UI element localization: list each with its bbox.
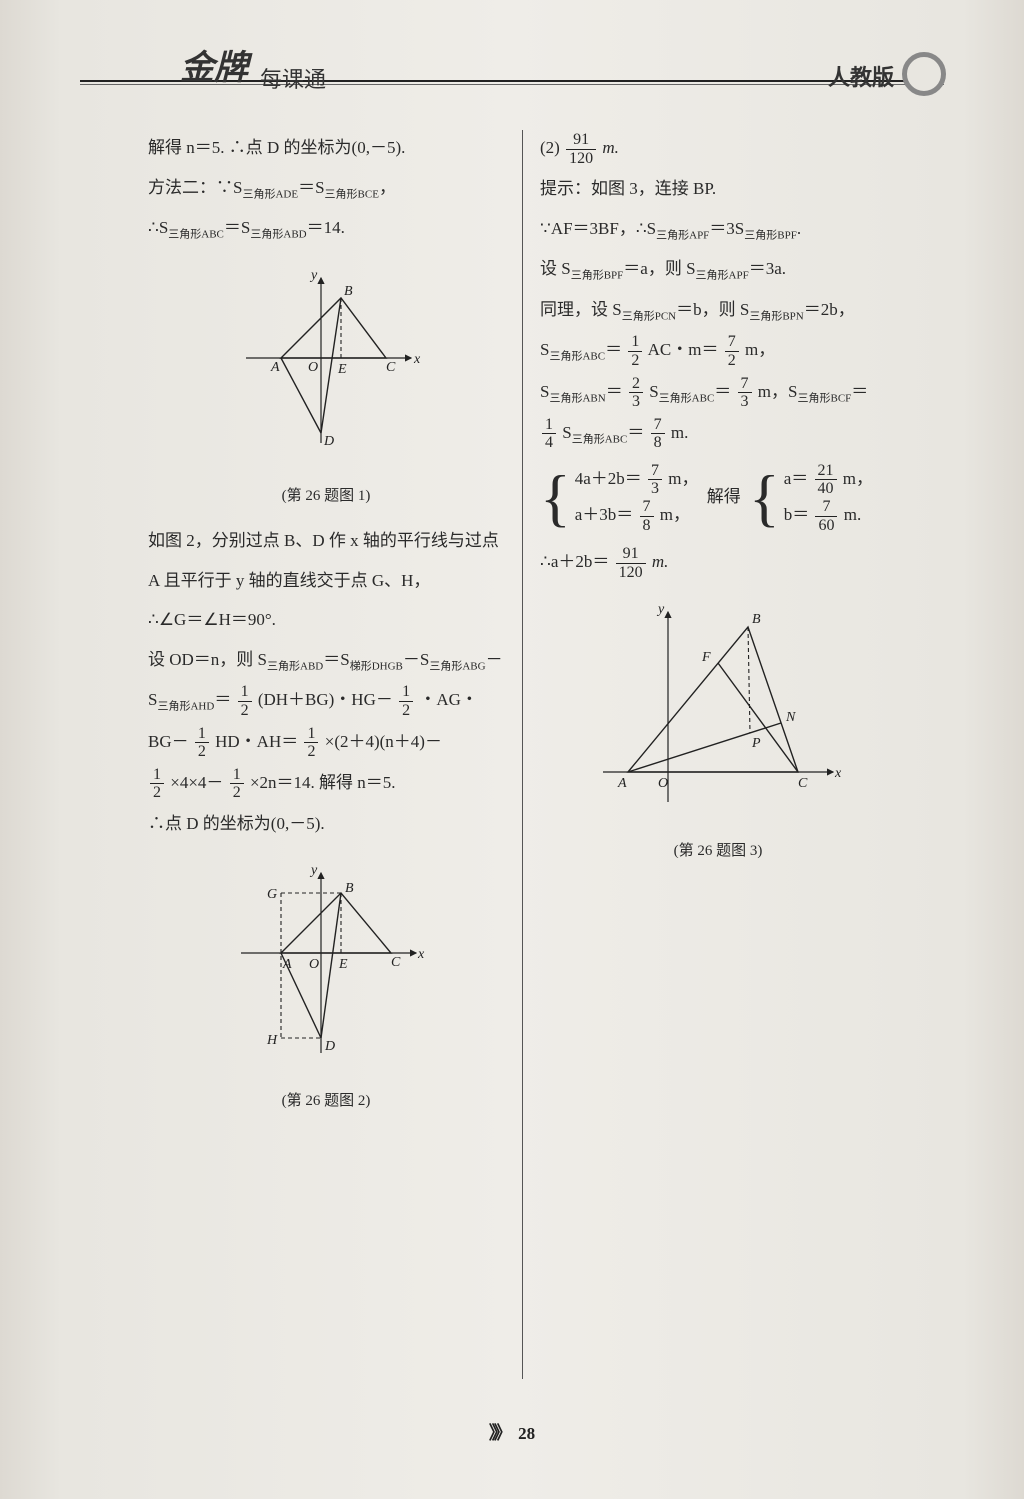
- left-line-2: 方法二：∵S三角形ADE＝S三角形BCE，: [148, 170, 504, 206]
- left-column: 解得 n＝5. ∴点 D 的坐标为(0,－5). 方法二：∵S三角形ADE＝S三…: [130, 130, 522, 1379]
- right-line-6: S三角形ABC＝ 12 AC・m＝ 72 m，: [540, 332, 896, 369]
- page-header: 金牌 每课通 人教版: [0, 30, 1024, 110]
- fig2-e: E: [338, 957, 348, 972]
- frac-7-3: 73: [738, 375, 752, 411]
- frac-1-2-c: 12: [195, 725, 209, 761]
- fig3-a: A: [617, 776, 627, 791]
- brand-subtitle: 每课通: [260, 62, 326, 94]
- right-column: (2) 91120 m. 提示：如图 3，连接 BP. ∵AF＝3BF，∴S三角…: [522, 130, 914, 1379]
- equation-system: { 4a＋2b＝ 73 m， a＋3b＝ 78 m，: [540, 462, 896, 534]
- fig3-c: C: [798, 776, 808, 791]
- figure-3-caption: (第 26 题图 3): [540, 836, 896, 868]
- page-footer: 》》 28: [0, 1419, 1024, 1445]
- fig2-a: A: [282, 957, 292, 972]
- right-line-2: 提示：如图 3，连接 BP.: [540, 171, 896, 207]
- right-line-3: ∵AF＝3BF，∴S三角形APF＝3S三角形BPF.: [540, 211, 896, 247]
- left-line-7: 设 OD＝n，则 S三角形ABD＝S梯形DHGB－S三角形ABG－: [148, 642, 504, 678]
- page-number: 28: [518, 1424, 535, 1443]
- frac-91-120-a: 91120: [566, 131, 596, 167]
- right-line-7: S三角形ABN＝ 23 S三角形ABC＝ 73 m，S三角形BCF＝: [540, 374, 896, 411]
- right-line-1: (2) 91120 m.: [540, 130, 896, 167]
- fig2-g: G: [267, 887, 277, 902]
- eqsys-left: { 4a＋2b＝ 73 m， a＋3b＝ 78 m，: [540, 462, 699, 534]
- right-line-5: 同理，设 S三角形PCN＝b，则 S三角形BPN＝2b，: [540, 292, 896, 328]
- fig1-x-label: x: [413, 352, 421, 367]
- fig2-b: B: [345, 881, 354, 896]
- frac-1-2-a: 12: [238, 683, 252, 719]
- right-line-4: 设 S三角形BPF＝a，则 S三角形APF＝3a.: [540, 251, 896, 287]
- left-line-9: BG－ 12 HD・AH＝ 12 ×(2＋4)(n＋4)－: [148, 724, 504, 761]
- frac-2-3: 23: [629, 375, 643, 411]
- frac-91-120-b: 91120: [616, 545, 646, 581]
- left-line-4: 如图 2，分别过点 B、D 作 x 轴的平行线与过点: [148, 523, 504, 559]
- fig1-y-label: y: [309, 268, 318, 283]
- fig3-y-label: y: [656, 602, 665, 617]
- left-line-6: ∴∠G＝∠H＝90°.: [148, 602, 504, 638]
- frac-1-2-e: 12: [150, 766, 164, 802]
- brand-title: 金牌: [180, 40, 248, 89]
- header-circle-icon: [902, 52, 946, 96]
- fig1-o: O: [308, 360, 318, 375]
- frac-7-2: 72: [725, 333, 739, 369]
- brace-left-2: {: [749, 469, 780, 527]
- fig3-x-label: x: [834, 766, 842, 781]
- left-line-10: 12 ×4×4－ 12 ×2n＝14. 解得 n＝5.: [148, 765, 504, 802]
- fig2-h: H: [266, 1033, 278, 1048]
- frac-7-8: 78: [651, 416, 665, 452]
- fig3-p: P: [751, 736, 761, 751]
- fig3-o: O: [658, 776, 668, 791]
- frac-7-60: 760: [815, 498, 837, 534]
- fig1-c: C: [386, 360, 396, 375]
- edition-label: 人教版: [828, 60, 894, 92]
- brace-left-1: {: [540, 469, 571, 527]
- left-line-11: ∴点 D 的坐标为(0,－5).: [148, 806, 504, 842]
- fig2-x-label: x: [417, 947, 425, 962]
- frac-1-2-b: 12: [399, 683, 413, 719]
- left-line-3: ∴S三角形ABC＝S三角形ABD＝14.: [148, 210, 504, 246]
- left-line-5: A 且平行于 y 轴的直线交于点 G、H，: [148, 563, 504, 599]
- figure-3-svg: x y A O C B F N P: [588, 597, 848, 817]
- frac-21-40: 2140: [815, 462, 837, 498]
- solve-label: 解得: [707, 487, 741, 506]
- content-columns: 解得 n＝5. ∴点 D 的坐标为(0,－5). 方法二：∵S三角形ADE＝S三…: [130, 130, 914, 1379]
- fig1-e: E: [337, 362, 347, 377]
- fig2-c: C: [391, 955, 401, 970]
- fig2-d: D: [324, 1039, 335, 1054]
- fig3-n: N: [785, 710, 796, 725]
- figure-2: x y G H A O E C B D: [148, 858, 504, 1081]
- frac-1-2-g: 12: [628, 333, 642, 369]
- fig3-b: B: [752, 612, 761, 627]
- frac-7-3-b: 73: [648, 462, 662, 498]
- fig1-d: D: [323, 434, 334, 449]
- fig1-b: B: [344, 284, 353, 299]
- figure-1-caption: (第 26 题图 1): [148, 481, 504, 513]
- frac-7-8-b: 78: [640, 498, 654, 534]
- frac-1-2-d: 12: [304, 725, 318, 761]
- figure-1-svg: x y A O E C B D: [226, 263, 426, 463]
- right-line-8: 14 S三角形ABC＝ 78 m.: [540, 415, 896, 452]
- figure-2-svg: x y G H A O E C B D: [221, 858, 431, 1068]
- page: 金牌 每课通 人教版 解得 n＝5. ∴点 D 的坐标为(0,－5). 方法二：…: [0, 0, 1024, 1499]
- figure-3: x y A O C B F N P: [540, 597, 896, 830]
- fig2-o: O: [309, 957, 319, 972]
- frac-1-2-f: 12: [230, 766, 244, 802]
- frac-1-4: 14: [542, 416, 556, 452]
- fig1-a: A: [270, 360, 280, 375]
- left-line-8: S三角形AHD＝ 12 (DH＋BG)・HG－ 12 ・AG・: [148, 682, 504, 719]
- fig3-f: F: [701, 650, 711, 665]
- figure-1: x y A O E C B D: [148, 263, 504, 476]
- right-line-9: ∴a＋2b＝ 91120 m.: [540, 544, 896, 581]
- left-line-1: 解得 n＝5. ∴点 D 的坐标为(0,－5).: [148, 130, 504, 166]
- figure-2-caption: (第 26 题图 2): [148, 1086, 504, 1118]
- footer-chevron-icon: 》》: [489, 1419, 508, 1445]
- fig2-y-label: y: [309, 863, 318, 878]
- eqsys-right: { a＝ 2140 m， b＝ 760 m.: [749, 462, 873, 534]
- column-divider: [522, 130, 523, 1379]
